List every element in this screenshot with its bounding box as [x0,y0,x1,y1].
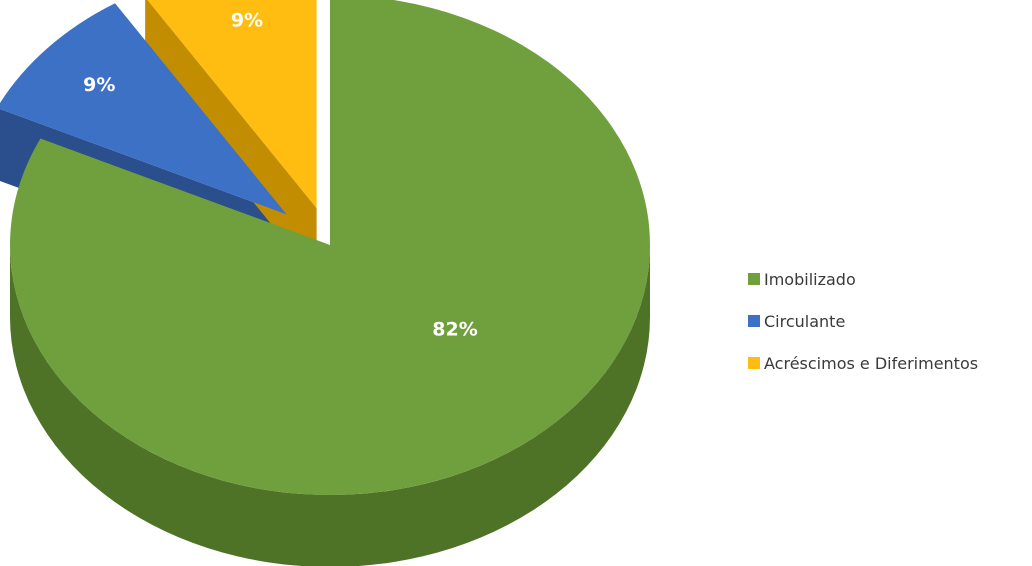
pie-side-imobilizado [10,245,650,566]
legend-item-circulante: Circulante [748,310,978,332]
legend-swatch-acrescimos [748,357,760,369]
data-label-imobilizado: 82% [432,319,477,341]
pie-wall-acrescimos [145,0,317,281]
data-label-acrescimos: 9% [231,9,263,31]
legend-swatch-imobilizado [748,273,760,285]
legend-item-acrescimos: Acréscimos e Diferimentos [748,352,978,374]
pie-slice-acrescimos [147,0,317,209]
legend-label-circulante: Circulante [764,311,846,331]
legend-item-imobilizado: Imobilizado [748,268,978,290]
pie-slice-imobilizado [10,0,650,495]
data-label-circulante: 9% [83,74,115,96]
pie-slice-circulante [0,3,287,215]
legend-swatch-circulante [748,315,760,327]
legend-label-acrescimos: Acréscimos e Diferimentos [764,353,979,373]
legend: Imobilizado Circulante Acréscimos e Dife… [748,268,978,374]
legend-label-imobilizado: Imobilizado [764,269,856,289]
